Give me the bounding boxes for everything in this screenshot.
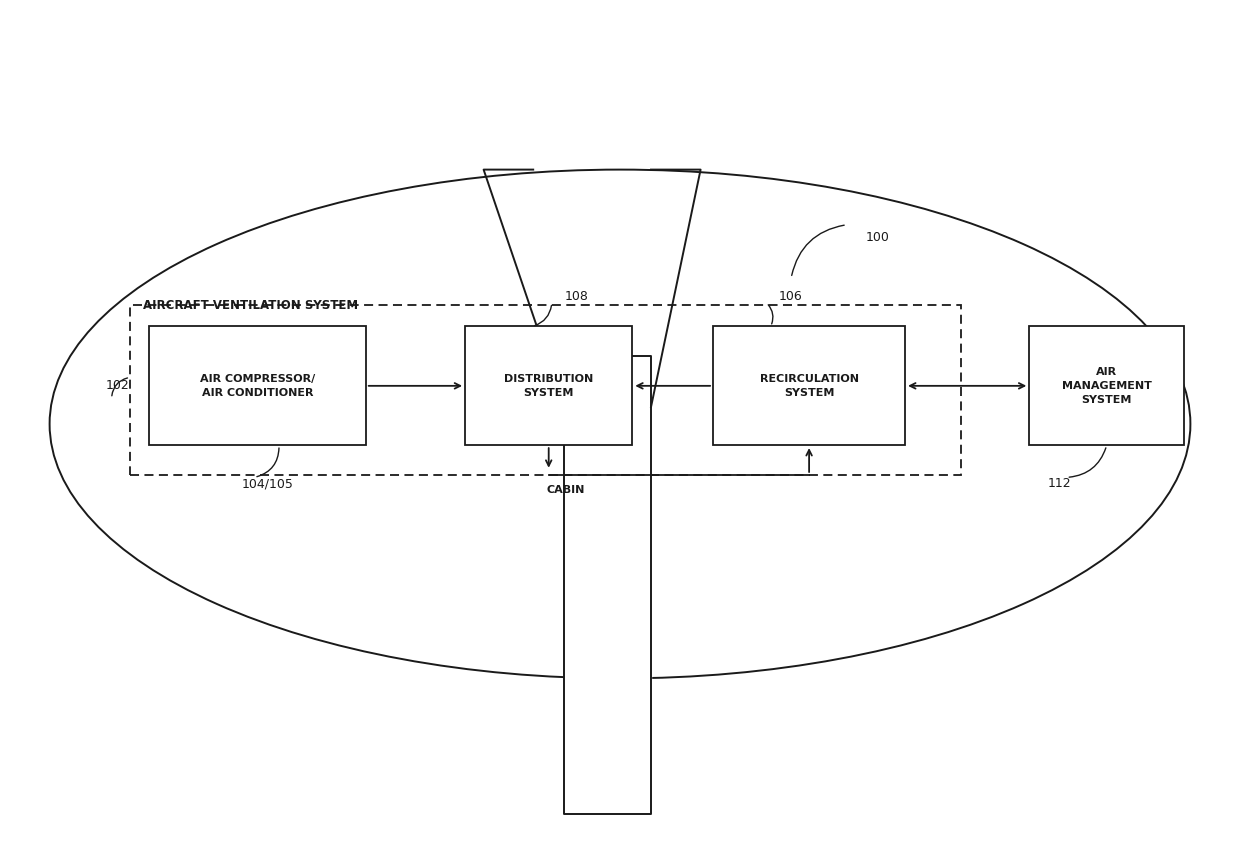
Text: 106: 106 <box>779 290 802 303</box>
Text: 100: 100 <box>866 231 889 244</box>
Text: AIRCRAFT VENTILATION SYSTEM: AIRCRAFT VENTILATION SYSTEM <box>143 299 357 312</box>
Text: 104/105: 104/105 <box>242 477 294 490</box>
Polygon shape <box>564 356 651 814</box>
Bar <box>149 326 366 445</box>
Ellipse shape <box>50 170 1190 678</box>
Text: 112: 112 <box>1048 477 1071 490</box>
Bar <box>713 326 905 445</box>
Text: AIR COMPRESSOR/
AIR CONDITIONER: AIR COMPRESSOR/ AIR CONDITIONER <box>200 374 315 398</box>
Text: 108: 108 <box>564 290 588 303</box>
Bar <box>465 326 632 445</box>
Text: CABIN: CABIN <box>547 485 585 495</box>
Bar <box>130 305 961 475</box>
Text: RECIRCULATION
SYSTEM: RECIRCULATION SYSTEM <box>760 374 858 398</box>
Bar <box>1029 326 1184 445</box>
Text: DISTRIBUTION
SYSTEM: DISTRIBUTION SYSTEM <box>505 374 593 398</box>
Text: AIR
MANAGEMENT
SYSTEM: AIR MANAGEMENT SYSTEM <box>1061 367 1152 404</box>
Text: 102: 102 <box>105 379 129 393</box>
